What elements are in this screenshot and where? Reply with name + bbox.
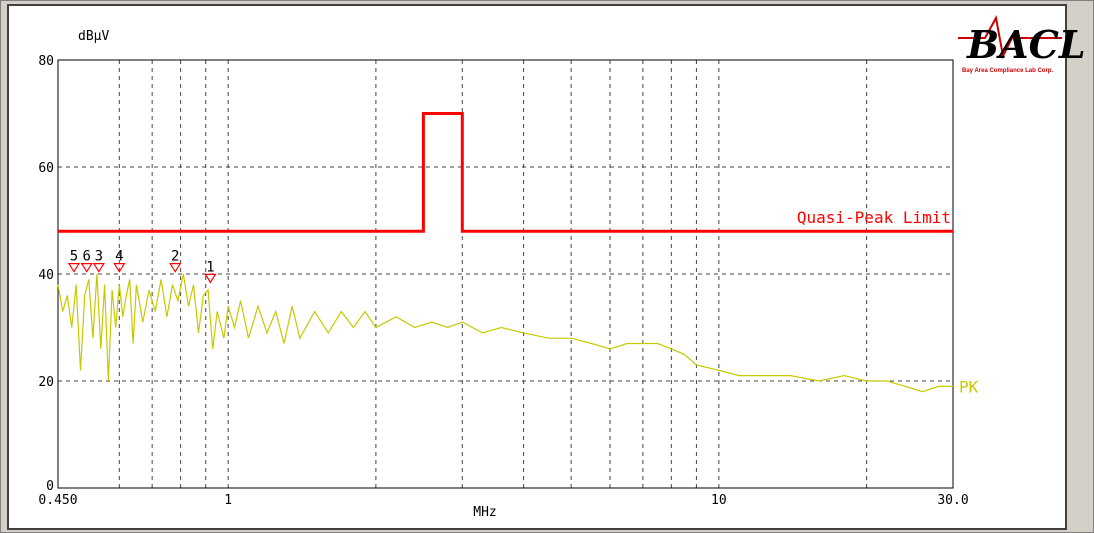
marker-label: 2 <box>171 249 179 265</box>
markers: 123 45 6 <box>67 249 217 284</box>
marker-triangle <box>113 263 126 273</box>
series-labels: Quasi-Peak Limit PK <box>797 208 979 396</box>
plot-border <box>57 59 954 489</box>
x-axis-label: MHz <box>473 505 496 520</box>
y-tick-label: 0 <box>46 479 54 494</box>
marker-label: 6 <box>83 249 91 265</box>
x-tick-label: 0.450 <box>38 493 77 508</box>
marker-label: 1 <box>206 259 214 275</box>
pk-label: PK <box>959 377 979 396</box>
y-tick-label: 40 <box>38 268 54 283</box>
marker-triangle <box>92 263 105 273</box>
y-tick-label: 60 <box>38 161 54 176</box>
marker-label: 4 <box>115 249 123 265</box>
series-lines <box>57 112 953 393</box>
y-axis-label: dBμV <box>78 29 109 44</box>
logo-subtext: Bay Area Compliance Lab Corp. <box>962 68 1053 74</box>
x-tick-label: 30.0 <box>937 493 968 508</box>
marker-triangle <box>67 263 81 273</box>
y-tick-label: 80 <box>38 54 54 69</box>
limit-line <box>58 112 953 233</box>
limit-label: Quasi-Peak Limit <box>797 208 951 227</box>
chart-panel <box>7 4 1067 530</box>
bacl-logo: BACL Bay Area Compliance Lab Corp. <box>958 15 1086 74</box>
marker-label: 5 <box>70 249 78 265</box>
x-tick-label: 1 <box>224 493 232 508</box>
right-strip <box>1068 4 1092 530</box>
logo-text: BACL <box>966 22 1086 67</box>
x-axis-ticks: 0.450 1 10 30.0 <box>38 493 968 508</box>
marker-triangle <box>169 263 182 273</box>
x-tick-label: 10 <box>711 493 727 508</box>
marker-triangle <box>80 263 93 273</box>
grid <box>58 60 953 488</box>
y-tick-label: 20 <box>38 375 54 390</box>
marker-label: 3 <box>95 249 103 265</box>
logo-swoosh <box>958 15 1062 60</box>
y-axis-ticks: 0 20 40 60 80 <box>38 54 54 494</box>
peak-trace <box>57 273 953 393</box>
marker-triangle <box>204 273 217 284</box>
